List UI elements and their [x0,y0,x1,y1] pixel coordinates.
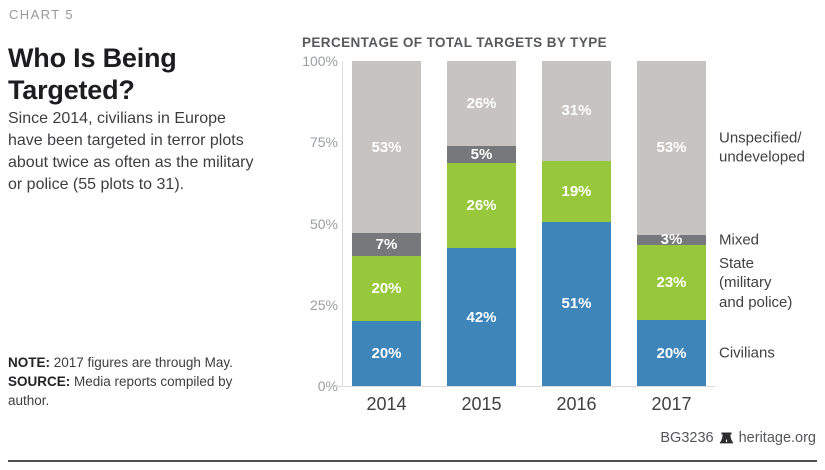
y-axis-tick-25: 25% [309,296,338,313]
segment-value-label: 7% [375,236,398,254]
segment-value-label: 20% [371,280,402,297]
x-axis-label-2014: 2014 [366,394,407,414]
segment-value-label: 53% [371,138,402,156]
legend-item-state: State (military and police) [719,254,793,311]
segment-value-label: 51% [561,295,592,313]
x-axis-label-2016: 2016 [556,394,597,414]
segment-value-label: 26% [466,196,497,214]
segment-mixed-2017: 3% [637,231,706,249]
note-label: NOTE: [8,355,50,370]
segment-unspecified-2016: 31% [542,61,611,161]
chart-description: Since 2014, civilians in Europe have bee… [8,110,254,193]
report-id: BG3236 [660,430,714,446]
source-line: SOURCE: Media reports compiled by author… [8,372,253,410]
segment-civilians-2016: 51% [542,221,611,386]
segment-state-2015: 26% [447,162,516,249]
source-text: Media reports compiled by author. [8,374,233,409]
y-axis-labels: 100% 75% 50% 25% 0% [302,53,338,394]
legend: Unspecified/ undeveloped Mixed State (mili… [719,61,825,386]
liberty-bell-icon [719,431,734,446]
segment-mixed-2015: 5% [447,146,516,164]
page-title: Who Is Being Targeted? [8,43,177,105]
site-name: heritage.org [738,430,816,446]
x-axis-line [335,386,715,387]
segment-value-label: 26% [466,95,497,113]
segment-civilians-2015: 42% [447,248,516,386]
segment-value-label: 31% [561,102,592,120]
plot-area: 100% 75% 50% 25% 0% 53% 7% 20% 20% 26% 5% 26% 42% 31… [302,53,825,394]
segment-civilians-2017: 20% [637,320,706,386]
y-axis-tick-100: 100% [302,53,338,69]
bar-2014: 53% 7% 20% 20% [352,61,421,386]
y-axis-tick-75: 75% [309,134,338,151]
x-axis-labels: 2014 2015 2016 2017 [352,394,706,415]
note-text: 2017 figures are through May. [53,355,233,370]
footer-credit: BG3236 heritage.org [660,430,816,446]
segment-civilians-2014: 20% [352,321,421,386]
segment-value-label: 3% [660,231,683,249]
segment-unspecified-2015: 26% [447,61,516,147]
segment-state-2016: 19% [542,160,611,222]
legend-item-mixed: Mixed [719,231,760,249]
x-axis-label-2015: 2015 [461,394,502,414]
segment-value-label: 53% [656,139,687,157]
segment-value-label: 19% [561,182,592,200]
segment-state-2017: 23% [637,244,706,321]
segment-value-label: 5% [470,146,493,164]
segment-unspecified-2014: 53% [352,61,421,234]
footer-rule [8,460,817,462]
segment-unspecified-2017: 53% [637,61,706,235]
segment-state-2014: 20% [352,256,421,321]
bar-2017: 53% 3% 23% 20% [637,61,706,386]
source-label: SOURCE: [8,374,71,390]
x-axis-label-2017: 2017 [651,394,692,414]
segment-value-label: 20% [371,345,402,362]
bars-group: 53% 7% 20% 20% 26% 5% 26% 42% 31% 19% 51% 53% 3% 23% 2… [352,61,706,386]
segment-value-label: 23% [656,274,687,292]
legend-item-unspecified: Unspecified/ undeveloped [719,129,805,166]
segment-mixed-2014: 7% [352,233,421,256]
y-axis-line [342,61,343,386]
bar-2015: 26% 5% 26% 42% [447,61,516,386]
y-axis-tick-50: 50% [309,215,338,232]
notes-block: NOTE: 2017 figures are through May. SOUR… [8,353,253,410]
chart-number-label: CHART 5 [9,7,74,22]
chart-subtitle: PERCENTAGE OF TOTAL TARGETS BY TYPE [302,35,608,50]
legend-item-civilians: Civilians [719,344,775,362]
note-line: NOTE: 2017 figures are through May. [8,353,253,372]
y-axis-tick-0: 0% [317,378,338,394]
segment-value-label: 20% [656,344,687,362]
bar-2016: 31% 19% 51% [542,61,611,386]
segment-value-label: 42% [466,308,497,326]
